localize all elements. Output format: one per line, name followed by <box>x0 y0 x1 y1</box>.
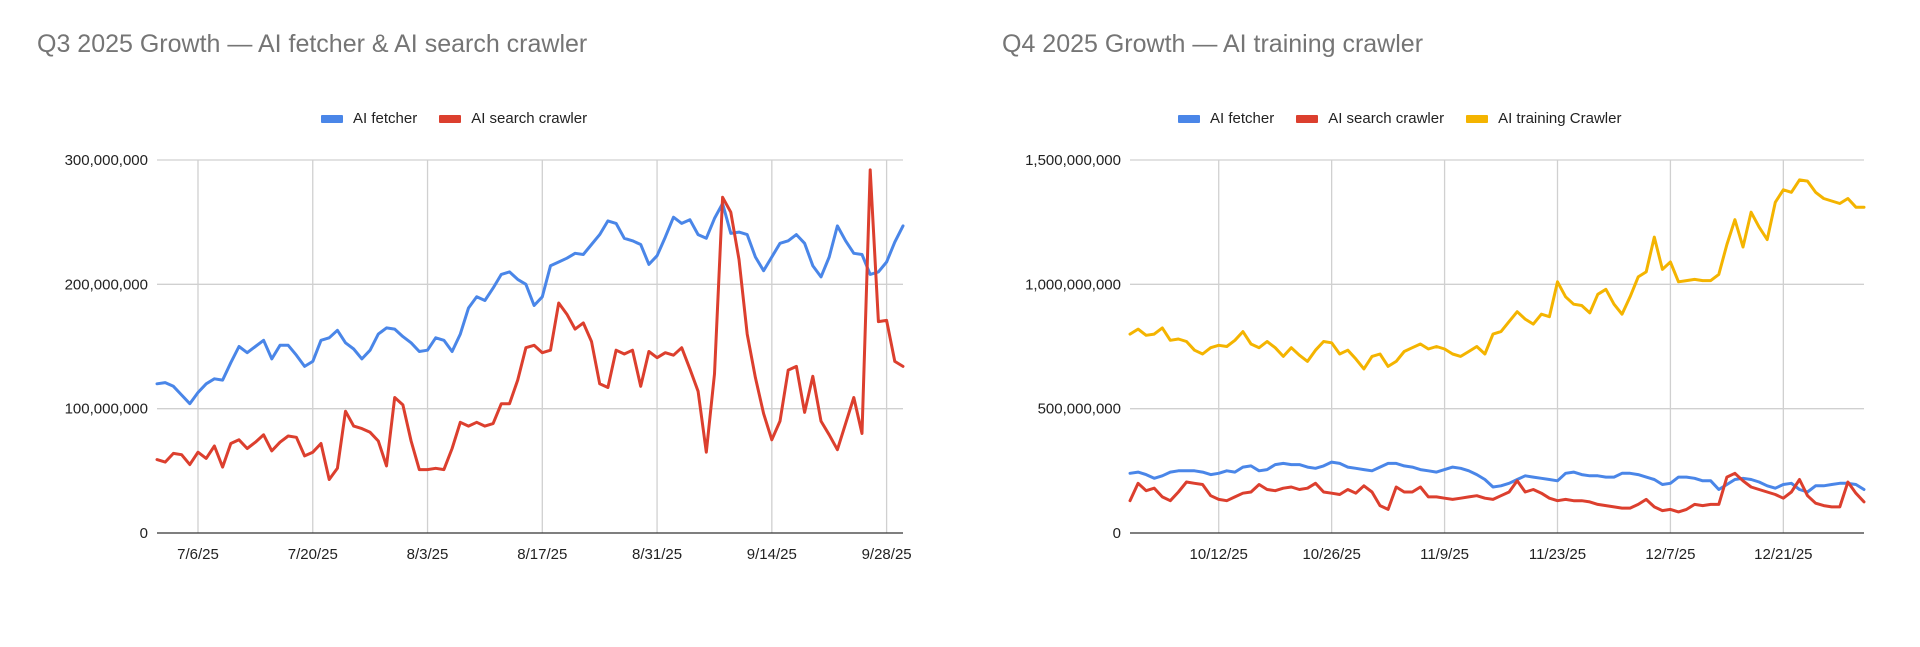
chart-1: 0 100,000,000 200,000,000 300,000,000 7/6/25… <box>65 152 912 563</box>
y-tick-label: 0 <box>140 525 148 542</box>
x-tick-label: 12/21/25 <box>1754 546 1812 563</box>
x-tick-label: 7/6/25 <box>177 546 219 563</box>
y-tick-label: 300,000,000 <box>65 152 148 169</box>
legend-label: AI fetcher <box>1210 110 1275 127</box>
legend-swatch-red <box>1296 114 1319 123</box>
legend-swatch-blue <box>321 114 343 123</box>
legend-item-ai-training-crawler: AI training Crawler <box>1466 110 1621 127</box>
x-tick-label: 10/26/25 <box>1302 546 1360 563</box>
chart-2: 0 500,000,000 1,000,000,000 1,500,000,000 10… <box>1025 152 1866 563</box>
x-tick-label: 9/14/25 <box>747 546 797 563</box>
legend-swatch-red <box>439 114 462 123</box>
x-tick-label: 10/12/25 <box>1190 546 1248 563</box>
series-line <box>155 202 905 406</box>
series-line <box>1128 178 1866 371</box>
y-tick-label: 1,000,000,000 <box>1025 276 1121 293</box>
x-tick-label: 8/17/25 <box>517 546 567 563</box>
series-ai-search-crawler <box>1128 471 1866 514</box>
series-line <box>1128 471 1866 514</box>
series-line <box>155 168 905 481</box>
legend-item-ai-fetcher: AI fetcher <box>321 110 417 127</box>
x-tick-label: 8/31/25 <box>632 546 682 563</box>
legend-label: AI fetcher <box>353 110 418 127</box>
chart-title-q3: Q3 2025 Growth — AI fetcher & AI search … <box>37 30 588 58</box>
series-ai-fetcher <box>155 202 905 406</box>
y-tick-label: 500,000,000 <box>1038 401 1121 418</box>
x-tick-label: 11/9/25 <box>1420 546 1469 563</box>
y-tick-label: 1,500,000,000 <box>1025 152 1121 169</box>
legend-label: AI search crawler <box>471 110 588 127</box>
series-ai-search-crawler <box>155 168 905 481</box>
chart-title-q4: Q4 2025 Growth — AI training crawler <box>1002 30 1424 58</box>
legend-label: AI training Crawler <box>1498 110 1622 127</box>
x-tick-label: 9/28/25 <box>862 546 912 563</box>
legend-item-ai-fetcher: AI fetcher <box>1178 110 1274 127</box>
x-tick-label: 7/20/25 <box>288 546 338 563</box>
legend-item-ai-search-crawler: AI search crawler <box>439 110 587 127</box>
x-tick-label: 11/23/25 <box>1529 546 1586 563</box>
y-tick-label: 0 <box>1113 525 1121 542</box>
legend-item-ai-search-crawler: AI search crawler <box>1296 110 1444 127</box>
y-tick-label: 100,000,000 <box>65 401 148 418</box>
legend-q3: AI fetcher AI search crawler <box>321 110 587 127</box>
legend-swatch-yellow <box>1466 114 1489 123</box>
legend-q4: AI fetcher AI search crawler AI training… <box>1178 110 1621 127</box>
y-tick-label: 200,000,000 <box>65 276 148 293</box>
legend-swatch-blue <box>1178 114 1200 123</box>
x-tick-label: 8/3/25 <box>407 546 449 563</box>
series-ai-training-crawler <box>1128 178 1866 371</box>
x-tick-label: 12/7/25 <box>1645 546 1695 563</box>
legend-label: AI search crawler <box>1328 110 1445 127</box>
